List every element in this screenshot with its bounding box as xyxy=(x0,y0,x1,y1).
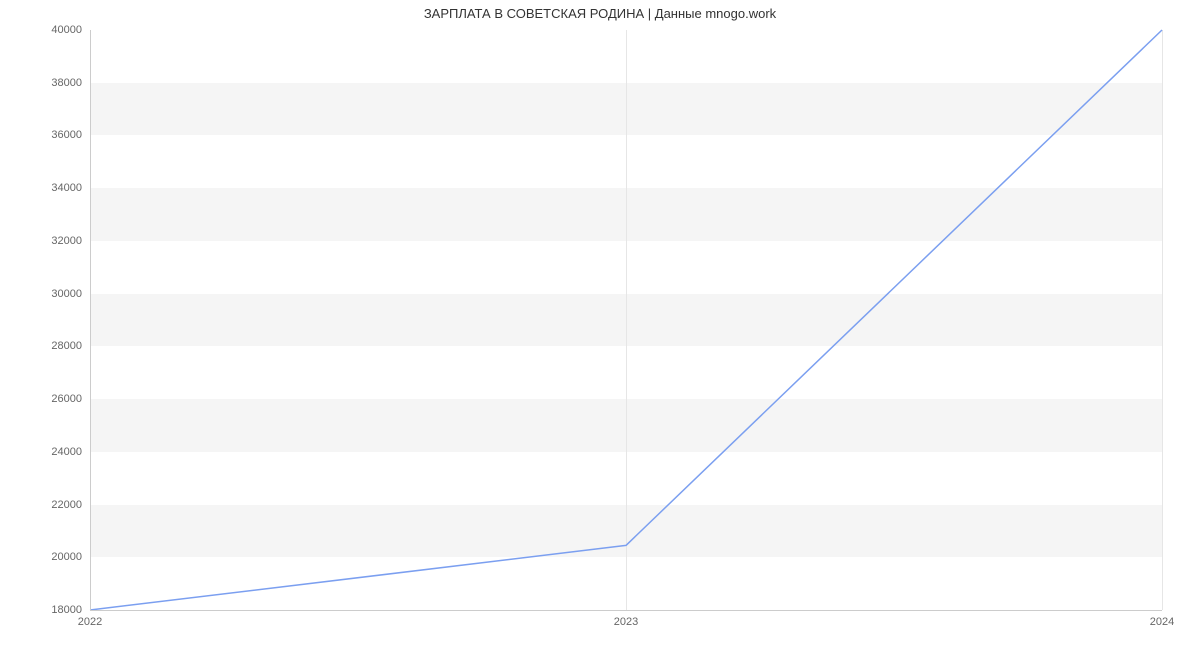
x-tick-label: 2022 xyxy=(78,610,102,628)
y-tick-label: 36000 xyxy=(51,129,90,141)
y-tick-label: 34000 xyxy=(51,182,90,194)
y-tick-label: 28000 xyxy=(51,340,90,352)
y-tick-label: 40000 xyxy=(51,24,90,36)
y-tick-label: 32000 xyxy=(51,235,90,247)
x-gridline xyxy=(1162,30,1163,610)
series-line-salary xyxy=(90,30,1162,610)
line-layer xyxy=(90,30,1162,610)
x-tick-label: 2024 xyxy=(1150,610,1174,628)
y-tick-label: 30000 xyxy=(51,288,90,300)
salary-line-chart: ЗАРПЛАТА В СОВЕТСКАЯ РОДИНА | Данные mno… xyxy=(0,0,1200,650)
x-tick-label: 2023 xyxy=(614,610,638,628)
y-tick-label: 20000 xyxy=(51,551,90,563)
y-tick-label: 38000 xyxy=(51,77,90,89)
x-axis-line xyxy=(90,610,1162,611)
y-axis-line xyxy=(90,30,91,610)
chart-title: ЗАРПЛАТА В СОВЕТСКАЯ РОДИНА | Данные mno… xyxy=(0,6,1200,21)
y-tick-label: 26000 xyxy=(51,393,90,405)
y-tick-label: 24000 xyxy=(51,446,90,458)
plot-area: 1800020000220002400026000280003000032000… xyxy=(90,30,1162,610)
y-tick-label: 22000 xyxy=(51,499,90,511)
